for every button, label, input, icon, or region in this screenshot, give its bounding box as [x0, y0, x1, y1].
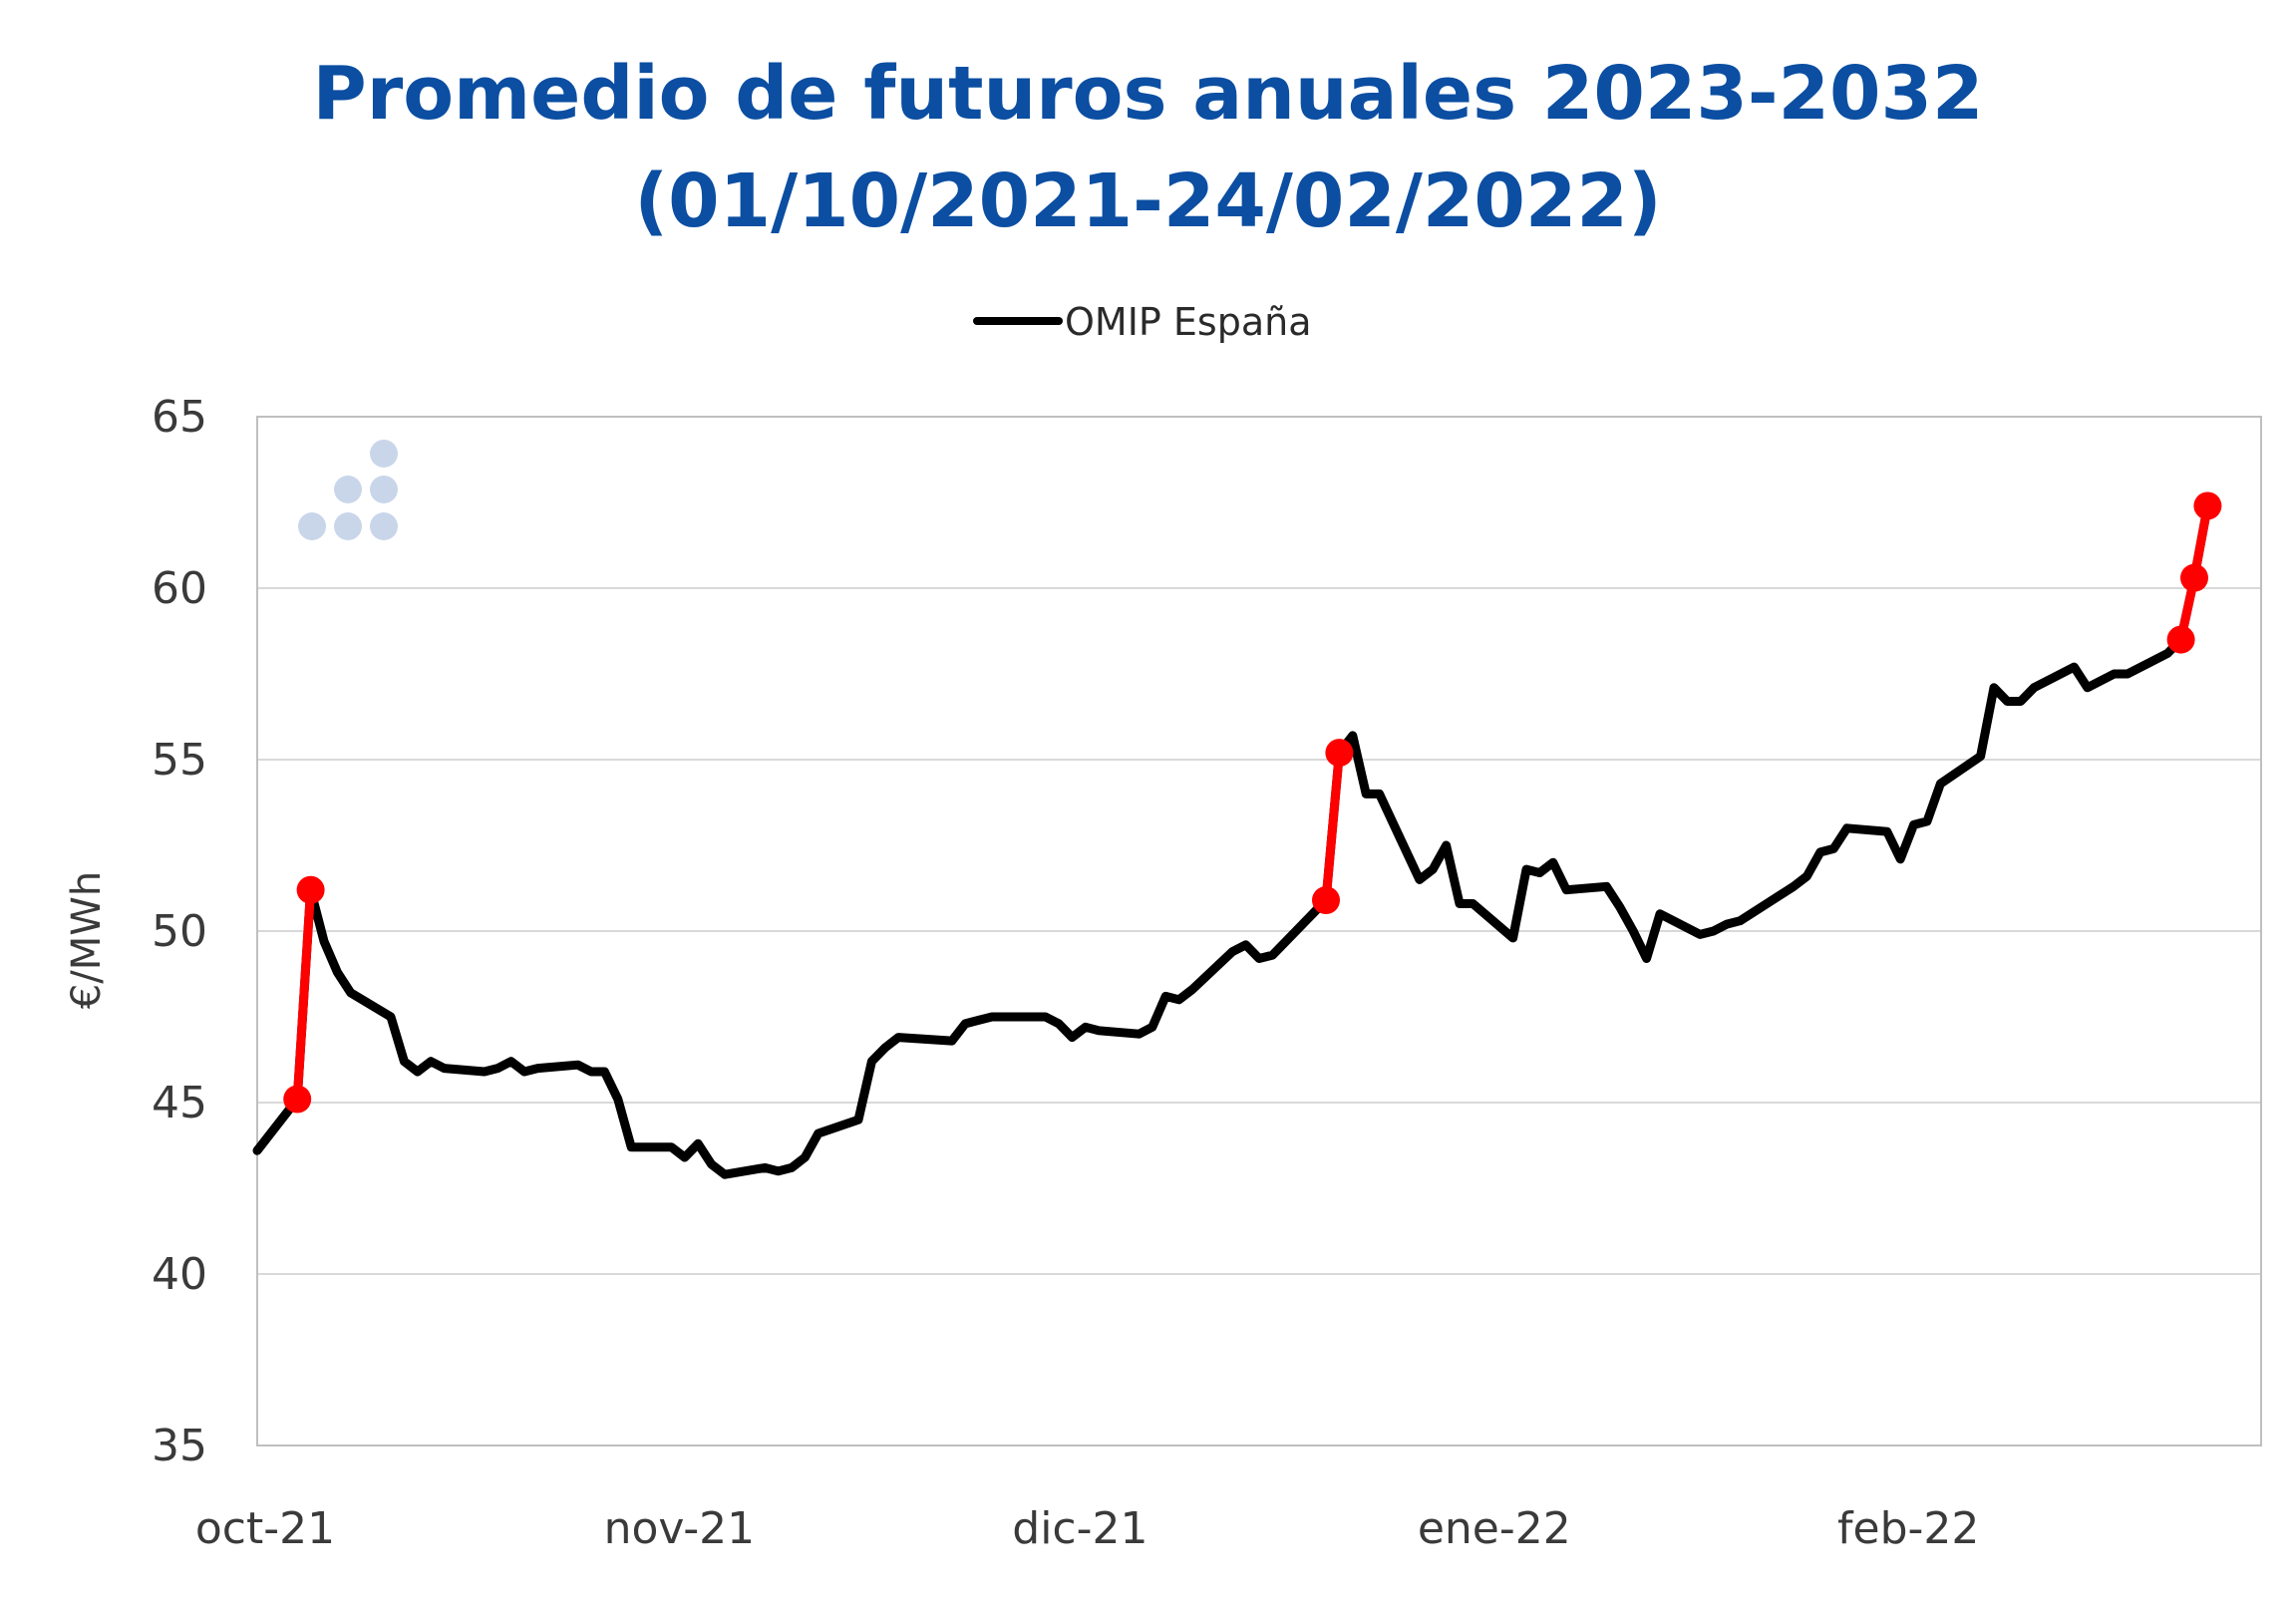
y-tick-label-40: 40: [152, 1249, 207, 1300]
watermark-logo: [298, 440, 398, 540]
series-line-omip-espana: [252, 500, 2212, 1179]
highlight-point-1-1: [283, 1085, 312, 1114]
gridlines: [257, 416, 2261, 1446]
logo-dot-1: [298, 512, 326, 540]
y-axis-title: €/MWh: [64, 871, 110, 1009]
logo-dot-4: [334, 476, 362, 503]
y-tick-label-60: 60: [152, 563, 207, 614]
y-tick-label-35: 35: [152, 1421, 207, 1471]
y-axis: 35 40 45 50 55 60 65: [152, 392, 207, 1471]
highlight-segments: [283, 491, 2222, 1114]
highlight-point-3-3: [2193, 491, 2222, 520]
x-axis: oct-21 nov-21 dic-21 ene-22 feb-22: [195, 1503, 1979, 1554]
y-tick-label-65: 65: [152, 392, 207, 443]
logo-dot-6: [370, 440, 398, 468]
legend: OMIP España: [973, 300, 1311, 344]
x-tick-label-feb-22: feb-22: [1837, 1503, 1979, 1554]
chart-title-line-1: Promedio de futuros anuales 2023-2032: [312, 51, 1984, 137]
x-tick-label-ene-22: ene-22: [1418, 1503, 1571, 1554]
y-tick-label-55: 55: [152, 735, 207, 786]
x-tick-label-nov-21: nov-21: [604, 1503, 756, 1554]
highlight-point-3-1: [2166, 625, 2195, 654]
highlight-segment-2: [1321, 752, 1344, 901]
highlight-point-3-2: [2180, 563, 2208, 592]
logo-dot-5: [370, 476, 398, 503]
y-tick-label-45: 45: [152, 1078, 207, 1128]
plot-border: [256, 416, 2262, 1446]
chart-title: Promedio de futuros anuales 2023-2032 (0…: [0, 40, 2296, 255]
highlight-point-2-1: [1312, 886, 1340, 915]
series-omip-espana: [252, 500, 2212, 1179]
highlight-segment-1: [292, 889, 316, 1100]
x-tick-label-dic-21: dic-21: [1012, 1503, 1148, 1554]
x-tick-label-oct-21: oct-21: [195, 1503, 335, 1554]
logo-dot-3: [370, 512, 398, 540]
y-tick-label-50: 50: [152, 906, 207, 957]
highlight-point-1-2: [296, 875, 325, 904]
legend-label-omip-espana: OMIP España: [1065, 300, 1311, 344]
highlight-point-2-2: [1325, 739, 1354, 768]
chart-title-line-2: (01/10/2021-24/02/2022): [634, 159, 1662, 244]
logo-dot-2: [334, 512, 362, 540]
plot-frame: [256, 416, 2262, 1446]
